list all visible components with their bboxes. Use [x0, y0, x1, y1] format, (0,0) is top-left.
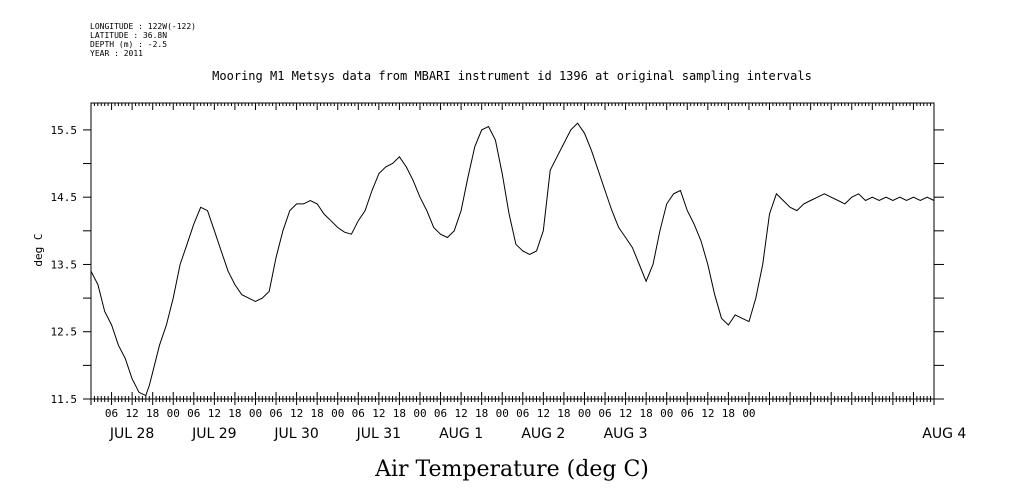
chart-title: Mooring M1 Metsys data from MBARI instru…: [212, 69, 812, 83]
x-hour-label: 12: [125, 407, 138, 420]
x-hour-label: 12: [701, 407, 714, 420]
x-day-label: JUL 30: [273, 426, 318, 442]
year-label: YEAR : 2011: [90, 49, 143, 58]
x-day-label: JUL 29: [191, 426, 236, 442]
depth-label: DEPTH (m) : -2.5: [90, 40, 168, 49]
y-tick-labels: 11.5 12.5 13.5 14.5 15.5: [51, 124, 78, 406]
latitude-label: LATITUDE : 36.8N: [90, 31, 168, 40]
x-day-label: JUL 28: [109, 426, 154, 442]
x-tick-labels: 06 12 18 00 06 12 18 00 06 12 18 00 06 12 18 00 06 12 18 00…: [105, 407, 756, 420]
x-hour-label: 00: [249, 407, 262, 420]
axis-ticks: [83, 103, 944, 405]
x-hour-label: 06: [269, 407, 282, 420]
y-tick-label: 11.5: [51, 393, 78, 406]
x-hour-label: 18: [475, 407, 488, 420]
x-day-labels: JUL 28 JUL 29 JUL 30 JUL 31 AUG 1 AUG 2 AUG 3 A…: [109, 426, 966, 442]
x-hour-label: 00: [167, 407, 180, 420]
x-hour-label: 18: [311, 407, 324, 420]
y-axis-title: deg C: [32, 233, 45, 266]
x-hour-label: 00: [742, 407, 755, 420]
x-hour-label: 00: [413, 407, 426, 420]
x-hour-label: 18: [228, 407, 241, 420]
x-day-label: AUG 3: [604, 426, 648, 442]
longitude-label: LONGITUDE : 122W(-122): [90, 22, 196, 31]
x-hour-label: 18: [557, 407, 570, 420]
x-hour-label: 06: [105, 407, 118, 420]
x-hour-label: 06: [598, 407, 611, 420]
y-tick-label: 14.5: [51, 191, 78, 204]
x-hour-label: 12: [208, 407, 221, 420]
series-line: [90, 122, 935, 397]
metadata-block: LONGITUDE : 122W(-122) LATITUDE : 36.8N …: [90, 22, 196, 58]
x-hour-label: 12: [290, 407, 303, 420]
y-tick-label: 15.5: [51, 124, 78, 137]
x-hour-label: 18: [146, 407, 159, 420]
x-day-label: JUL 31: [356, 426, 401, 442]
x-hour-label: 00: [578, 407, 591, 420]
x-hour-label: 06: [434, 407, 447, 420]
x-hour-label: 18: [722, 407, 735, 420]
x-hour-label: 18: [393, 407, 406, 420]
plot-frame: [90, 102, 935, 400]
y-tick-label: 12.5: [51, 326, 78, 339]
x-hour-label: 18: [640, 407, 653, 420]
x-hour-label: 00: [331, 407, 344, 420]
x-day-label: AUG 4: [922, 426, 966, 442]
x-hour-label: 00: [496, 407, 509, 420]
x-hour-label: 12: [372, 407, 385, 420]
y-tick-label: 13.5: [51, 258, 78, 271]
x-hour-label: 12: [619, 407, 632, 420]
x-hour-label: 00: [660, 407, 673, 420]
x-hour-label: 06: [516, 407, 529, 420]
x-hour-label: 06: [681, 407, 694, 420]
x-day-label: AUG 1: [439, 426, 483, 442]
x-hour-label: 06: [187, 407, 200, 420]
x-hour-label: 12: [537, 407, 550, 420]
x-hour-label: 06: [352, 407, 365, 420]
x-hour-label: 12: [454, 407, 467, 420]
x-axis-title: Air Temperature (deg C): [374, 457, 649, 482]
x-day-label: AUG 2: [521, 426, 565, 442]
